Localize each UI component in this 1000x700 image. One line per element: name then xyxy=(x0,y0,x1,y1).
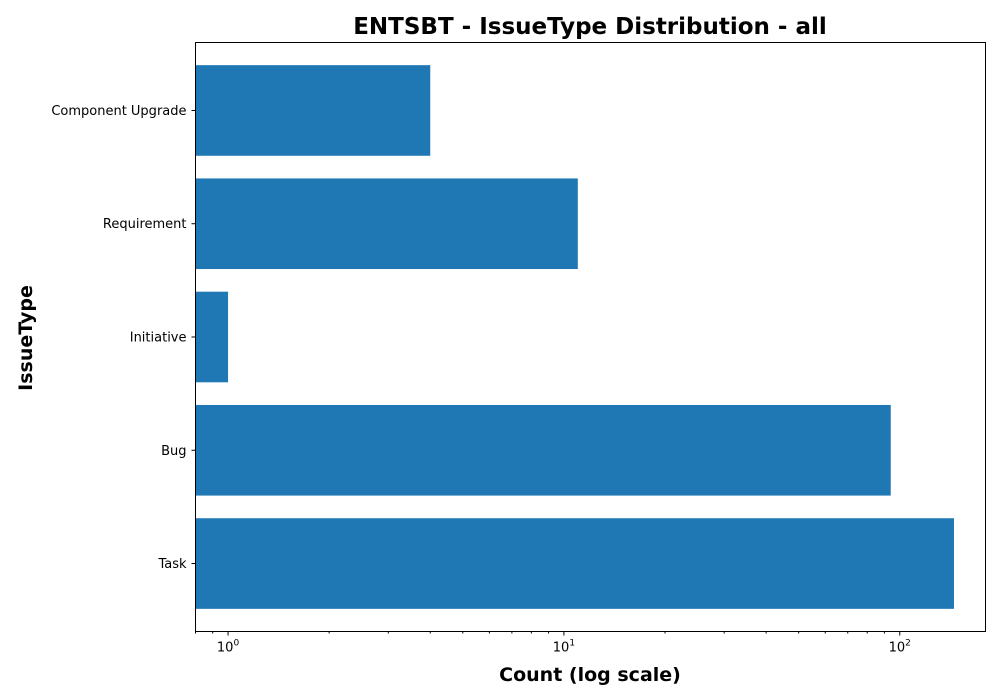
x-axis: 100 101 102 xyxy=(195,631,911,656)
y-axis-label: IssueType xyxy=(15,285,37,391)
y-tick-label: Component Upgrade xyxy=(51,104,186,119)
x-axis-label: Count (log scale) xyxy=(499,664,681,686)
x-tick-label: 101 xyxy=(553,639,575,656)
y-axis: Component Upgrade Requirement Initiative Bu… xyxy=(51,104,196,572)
y-tick-label: Initiative xyxy=(130,331,187,346)
bars-group xyxy=(195,65,954,609)
bar-requirement xyxy=(195,178,578,270)
y-tick-label: Requirement xyxy=(103,217,187,232)
bar-bug xyxy=(195,404,891,496)
x-tick-label: 100 xyxy=(217,639,240,656)
chart-title: ENTSBT - IssueType Distribution - all xyxy=(353,14,827,40)
y-tick-label: Task xyxy=(157,557,187,572)
y-tick-label: Bug xyxy=(161,444,186,459)
bar-initiative xyxy=(195,291,229,383)
bar-task xyxy=(195,518,954,609)
x-tick-label: 102 xyxy=(889,639,911,656)
bar-component-upgrade xyxy=(195,65,431,156)
